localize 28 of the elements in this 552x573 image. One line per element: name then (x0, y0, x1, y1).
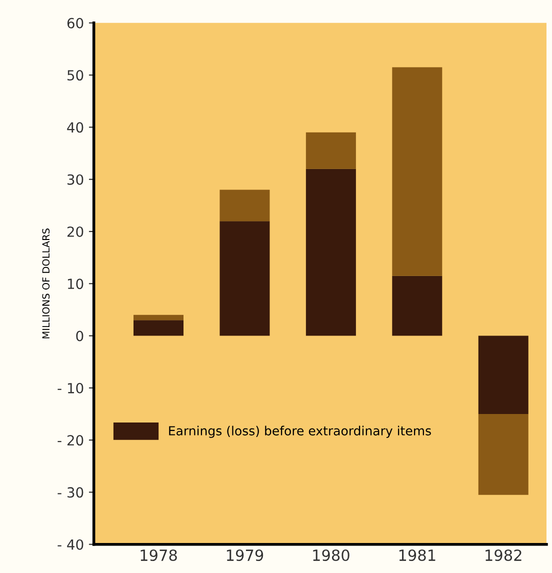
y-tick-label: - 30 (58, 487, 84, 498)
y-tick-label: 50 (68, 70, 84, 81)
x-tick-label: 1978 (140, 549, 177, 562)
y-tick-label: 10 (68, 278, 84, 290)
bar (220, 190, 270, 222)
bar (478, 414, 528, 495)
y-tick-label: - 40 (58, 539, 84, 550)
y-tick-label: - 10 (58, 382, 84, 394)
bar (392, 67, 442, 276)
legend-label: Earnings (loss) before extraordinary items (169, 426, 431, 438)
bar (306, 168, 356, 336)
x-tick-label: 1981 (399, 549, 436, 562)
y-axis-title: MILLIONS OF DOLLARS (42, 228, 50, 338)
bar (392, 276, 442, 336)
y-tick-label: 0 (76, 330, 84, 342)
bar (134, 314, 184, 320)
y-tick-label: 60 (67, 18, 84, 28)
y-tick-label: 40 (67, 122, 84, 133)
bar (478, 336, 528, 414)
y-tick-label: 30 (68, 174, 84, 185)
bar (306, 132, 356, 169)
bar (134, 320, 184, 336)
bar (220, 221, 270, 336)
y-tick-label: - 20 (58, 435, 84, 446)
x-tick-label: 1980 (313, 549, 350, 562)
x-tick-label: 1979 (226, 549, 264, 562)
x-tick-label: 1982 (486, 549, 522, 562)
y-tick-label: 20 (67, 226, 84, 237)
